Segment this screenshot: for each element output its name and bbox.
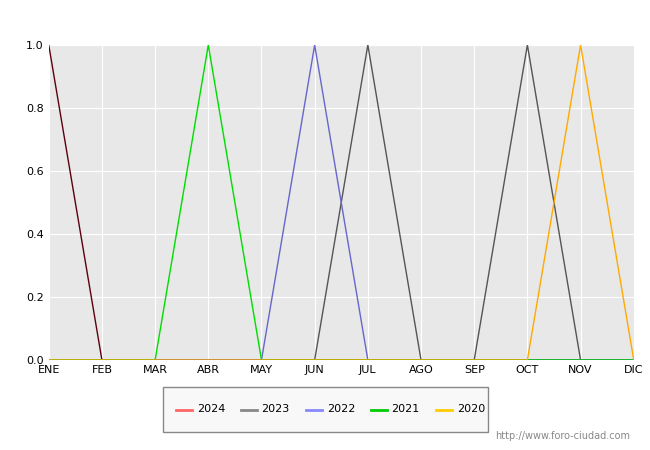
Text: 2023: 2023 (261, 405, 290, 414)
Text: Matriculaciones de Vehiculos en Bonansa: Matriculaciones de Vehiculos en Bonansa (153, 8, 497, 26)
Text: 2021: 2021 (391, 405, 420, 414)
Text: 2022: 2022 (326, 405, 355, 414)
FancyBboxPatch shape (162, 387, 488, 432)
Text: 2024: 2024 (196, 405, 225, 414)
Text: http://www.foro-ciudad.com: http://www.foro-ciudad.com (495, 431, 630, 441)
Text: 2020: 2020 (456, 405, 485, 414)
